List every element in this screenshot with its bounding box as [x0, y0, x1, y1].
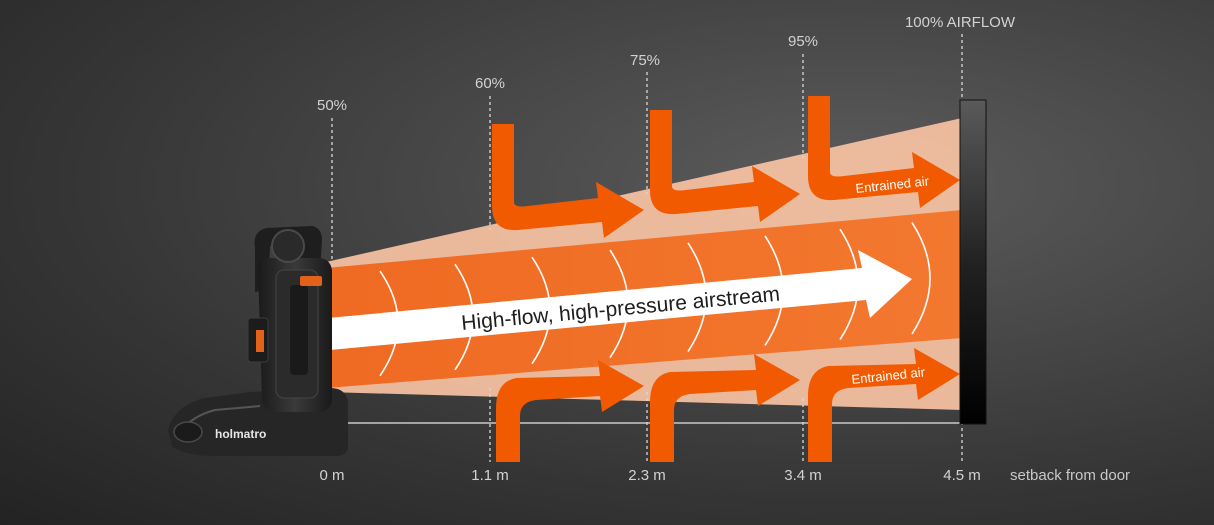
door-icon: [959, 99, 987, 425]
fan-icon: holmatro: [168, 226, 348, 456]
brand-logo: holmatro: [215, 427, 266, 441]
entrained-arrow-top: [492, 124, 644, 238]
entrained-arrow-bottom: [808, 348, 960, 462]
distance-label-0: 0 m: [319, 467, 344, 484]
distance-label-2: 2.3 m: [628, 467, 666, 484]
entrained-arrows-top: [492, 96, 960, 238]
entrained-arrow-top: [808, 96, 960, 208]
entrained-arrow-bottom: [496, 360, 644, 462]
swirl-arc: [911, 222, 931, 335]
airflow-pct-0m: 50%: [317, 97, 347, 114]
entrained-arrow-top: [650, 110, 800, 222]
axis-caption: setback from door: [1010, 467, 1130, 484]
airflow-pct-3-4m: 95%: [788, 33, 818, 50]
entrained-arrow-bottom: [650, 354, 800, 462]
airflow-pct-1-1m: 60%: [475, 75, 505, 92]
airflow-pct-4-5m: 100% AIRFLOW: [905, 14, 1016, 31]
distance-label-3: 3.4 m: [784, 467, 822, 484]
entrained-arrows-bottom: [496, 348, 960, 462]
distance-label-1: 1.1 m: [471, 467, 509, 484]
airflow-pct-2-3m: 75%: [630, 52, 660, 69]
distance-label-4: 4.5 m: [943, 467, 981, 484]
airstream-arrow: [328, 250, 912, 350]
